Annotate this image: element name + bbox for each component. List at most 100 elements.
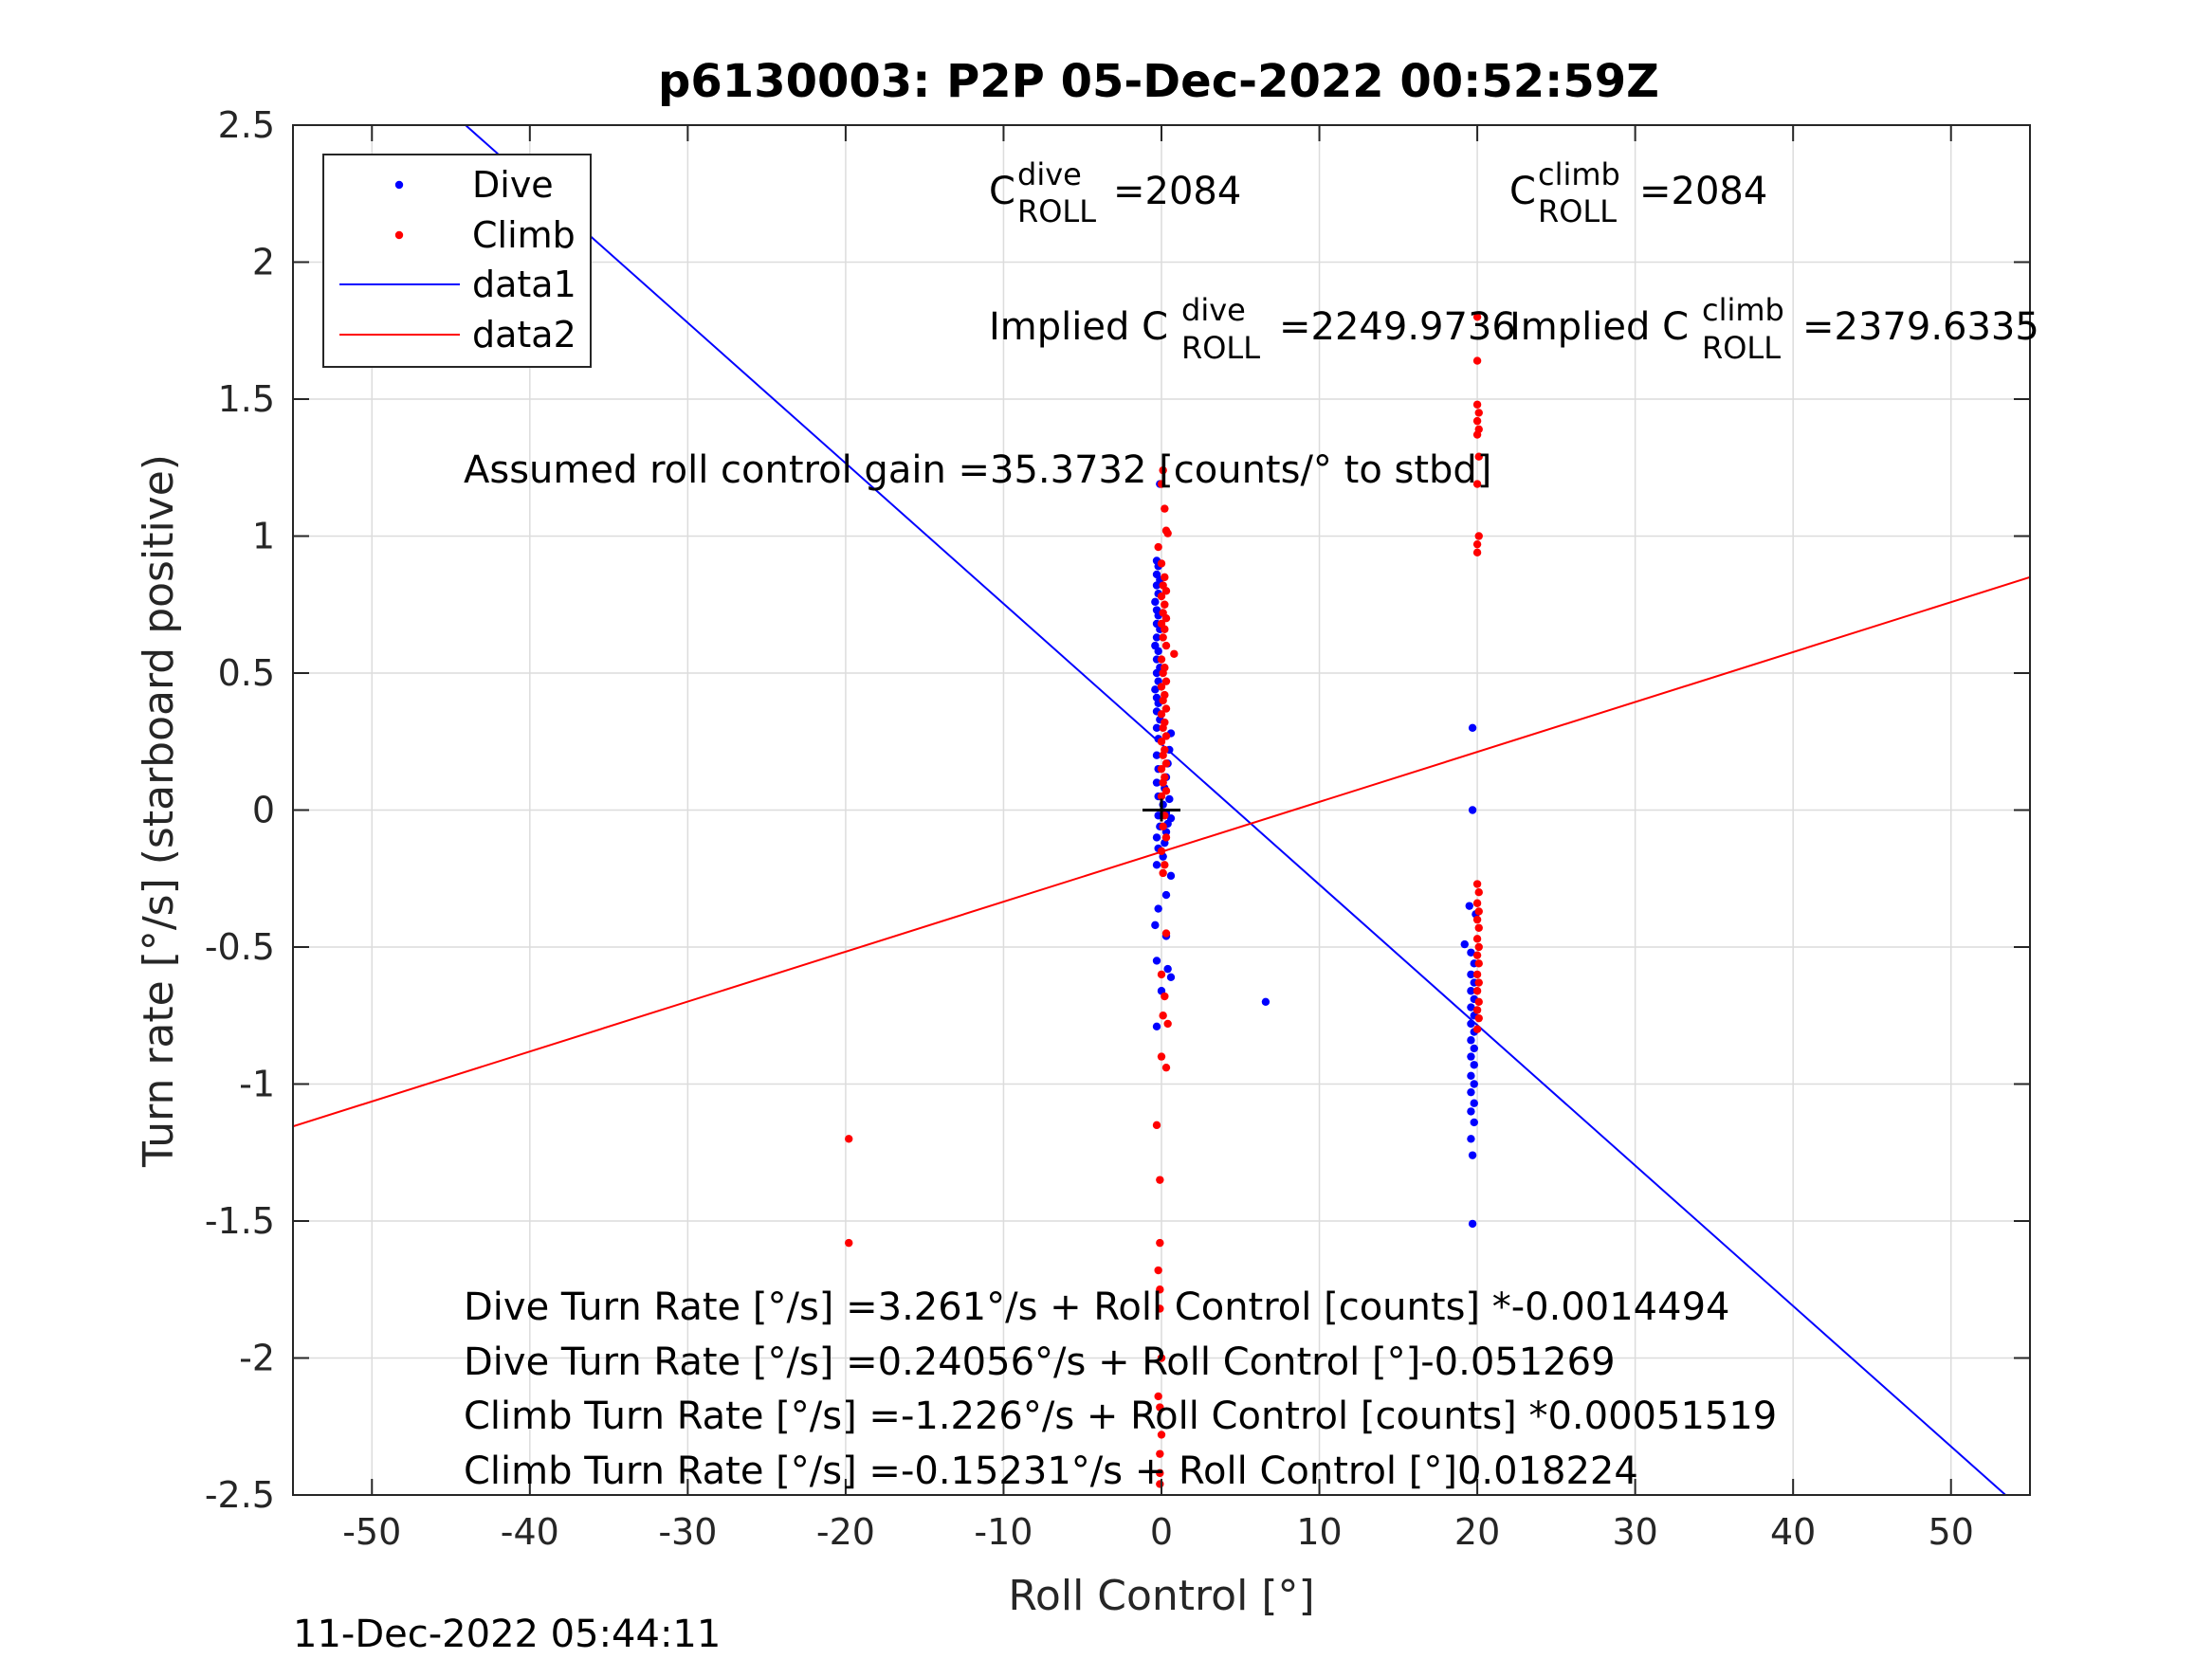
implied-dive-prefix: Implied C <box>989 305 1168 349</box>
implied-dive-value: =2249.9736 <box>1279 305 1516 349</box>
x-tick-label: 10 <box>1296 1511 1342 1553</box>
point-dive <box>1467 1036 1475 1045</box>
point-climb <box>845 1238 853 1248</box>
point-dive <box>1165 794 1174 804</box>
point-climb <box>1472 430 1482 439</box>
x-tick-label: -20 <box>816 1511 875 1553</box>
c-roll-climb-value: =2084 <box>1639 170 1767 213</box>
point-climb <box>1472 313 1482 321</box>
point-dive <box>1468 1151 1477 1159</box>
x-tick-label: 30 <box>1612 1511 1657 1553</box>
data-points <box>845 313 1483 1488</box>
point-dive <box>1154 647 1162 656</box>
legend-marker-climb <box>394 230 404 240</box>
y-tick-labels: -2.5 -2 -1.5 -1 -0.5 0 0.5 1 1.5 2 2.5 <box>205 104 275 1516</box>
x-tick-label: 20 <box>1454 1511 1500 1553</box>
point-climb <box>1472 935 1482 943</box>
point-climb <box>1156 1285 1164 1294</box>
point-climb <box>1472 539 1482 549</box>
x-tick-label: -40 <box>501 1511 559 1553</box>
point-climb <box>1157 592 1166 601</box>
point-climb <box>1472 1006 1482 1014</box>
point-dive <box>1467 1071 1475 1081</box>
point-dive <box>1467 1003 1475 1012</box>
point-dive <box>1470 1061 1478 1069</box>
point-dive <box>1467 1019 1475 1029</box>
point-dive <box>1154 904 1162 913</box>
y-tick-label: 0.5 <box>218 652 275 694</box>
point-climb <box>1474 1013 1483 1023</box>
point-dive <box>1152 833 1161 842</box>
point-climb <box>1156 1468 1164 1478</box>
point-climb <box>1156 1176 1164 1184</box>
point-climb <box>1163 1019 1172 1029</box>
point-climb <box>1161 929 1171 938</box>
point-dive <box>1470 1099 1478 1107</box>
point-climb <box>1170 649 1179 658</box>
point-climb <box>1161 704 1171 713</box>
point-climb <box>1154 1266 1162 1275</box>
equation-dive-degrees: Dive Turn Rate [°/s] =0.24056°/s + Roll … <box>464 1340 1616 1384</box>
point-climb <box>1472 899 1482 907</box>
point-climb <box>1161 587 1171 595</box>
x-axis-label: Roll Control [°] <box>1008 1572 1314 1620</box>
point-climb <box>1161 641 1171 650</box>
x-tick-label: 40 <box>1770 1511 1816 1553</box>
point-climb <box>1159 751 1167 759</box>
point-dive <box>1152 668 1161 678</box>
point-dive <box>1152 633 1161 642</box>
implied-climb-value: =2379.6335 <box>1802 305 2039 349</box>
point-climb <box>1159 633 1167 642</box>
point-climb <box>1159 668 1167 678</box>
point-dive <box>1163 964 1172 974</box>
point-climb <box>1161 732 1171 740</box>
point-dive <box>1152 957 1161 965</box>
point-climb <box>1157 683 1166 691</box>
implied-climb-sub: ROLL <box>1702 330 1781 366</box>
point-climb <box>1161 992 1169 1001</box>
chart-title: p6130003: P2P 05-Dec-2022 00:52:59Z <box>658 55 1659 108</box>
point-dive <box>1166 973 1176 981</box>
point-climb <box>1474 907 1483 916</box>
point-dive <box>1152 581 1161 590</box>
point-dive <box>1166 871 1176 881</box>
c-roll-dive-sup: dive <box>1017 156 1082 192</box>
point-climb <box>1474 532 1483 540</box>
point-climb <box>1472 1025 1482 1033</box>
implied-dive-sup: dive <box>1181 292 1246 328</box>
c-roll-climb-prefix: C <box>1509 170 1536 213</box>
point-climb <box>1163 529 1172 538</box>
point-climb <box>1159 868 1167 878</box>
point-climb <box>1474 978 1483 987</box>
y-tick-label: 1.5 <box>218 378 275 420</box>
y-tick-label: 2 <box>252 242 275 283</box>
point-climb <box>1156 1449 1164 1458</box>
point-climb <box>1472 970 1482 979</box>
point-climb <box>1161 614 1171 623</box>
ticks <box>293 124 2030 1496</box>
point-dive <box>1151 597 1160 607</box>
legend-label: data1 <box>472 264 576 305</box>
point-climb <box>1157 480 1166 488</box>
x-tick-label: 0 <box>1150 1511 1173 1553</box>
x-tick-labels: -50 -40 -30 -20 -10 0 10 20 30 40 50 <box>342 1511 1974 1553</box>
c-roll-dive-value: =2084 <box>1113 170 1241 213</box>
point-dive <box>1467 987 1475 995</box>
y-tick-label: -2.5 <box>205 1474 275 1516</box>
y-tick-label: 2.5 <box>218 104 275 146</box>
y-tick-label: -0.5 <box>205 926 275 968</box>
point-climb <box>1157 1431 1166 1439</box>
point-dive <box>1152 723 1161 732</box>
c-roll-climb-sup: climb <box>1538 156 1620 192</box>
point-climb <box>1159 465 1167 475</box>
point-climb <box>1157 764 1166 774</box>
point-dive <box>1151 685 1160 694</box>
gain-annotation: Assumed roll control gain =35.3732 [coun… <box>464 448 1491 492</box>
point-climb <box>1472 400 1482 409</box>
point-dive <box>1151 921 1160 930</box>
point-climb <box>1152 1121 1161 1130</box>
point-dive <box>1470 1080 1478 1088</box>
point-dive <box>1261 997 1271 1007</box>
x-tick-label: 50 <box>1929 1511 1974 1553</box>
x-tick-label: -50 <box>342 1511 401 1553</box>
